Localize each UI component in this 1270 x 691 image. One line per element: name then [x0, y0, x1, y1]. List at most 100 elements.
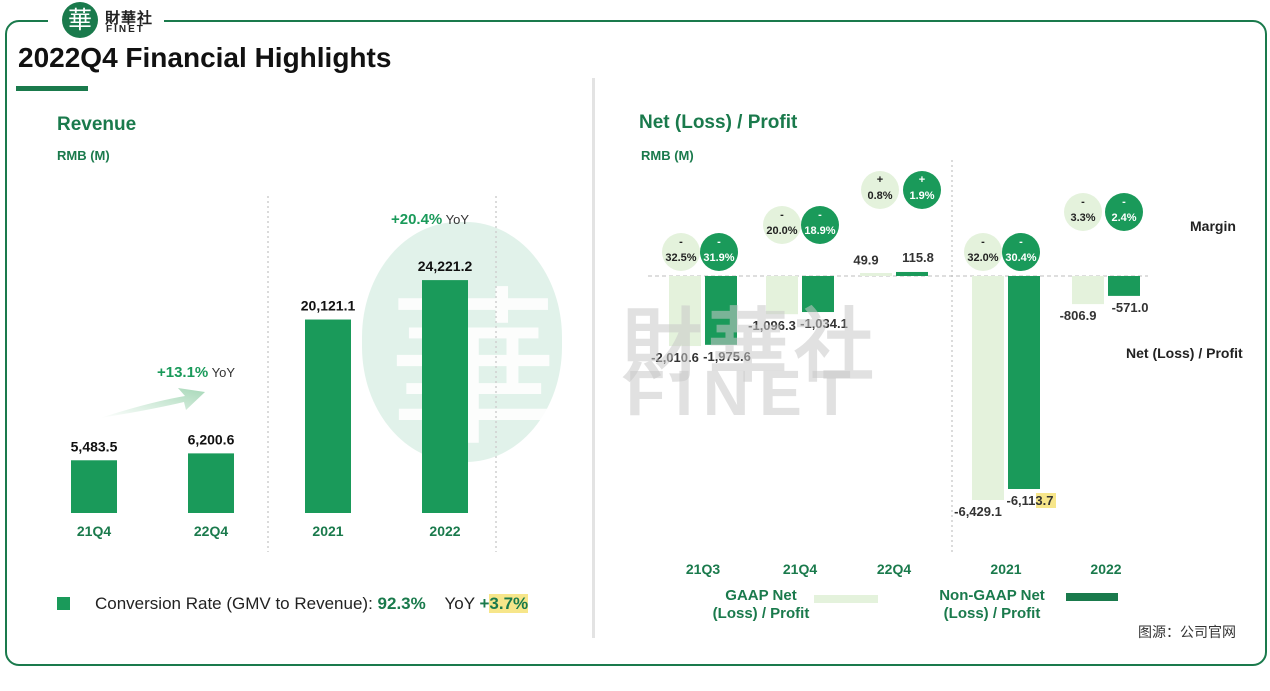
revenue-yoy-annotation-2: +20.4% YoY	[391, 211, 469, 228]
net-title: Net (Loss) / Profit	[639, 112, 798, 133]
revenue-tick-2022: 2022	[429, 523, 460, 539]
finet-logo: 華 財華社 FINET	[48, 0, 164, 44]
net-bar-nongaap-2021	[1008, 276, 1040, 490]
growth-arrow	[100, 388, 205, 418]
net-value-nongaap-21q3: -1,975.6	[703, 349, 751, 364]
net-tick-2022: 2022	[1090, 561, 1121, 577]
margin-value-nongaap-2021: 30.4%	[1005, 252, 1036, 264]
margin-sign-nongaap-22q4: +	[919, 174, 925, 186]
margin-sign-gaap-21q4: -	[780, 209, 784, 221]
net-bar-gaap-2021	[972, 276, 1004, 500]
net-tick-21q3: 21Q3	[686, 561, 720, 577]
margin-bubble-gaap-22q4	[861, 171, 899, 209]
margin-value-nongaap-2022: 2.4%	[1111, 212, 1136, 224]
revenue-yoy-annotation-1: +13.1% YoY	[157, 364, 235, 381]
margin-sign-gaap-21q3: -	[679, 236, 683, 248]
margin-bubble-nongaap-21q3	[700, 233, 738, 271]
revenue-tick-22q4: 22Q4	[194, 523, 228, 539]
legend-nongaap-swatch	[1066, 593, 1118, 601]
conversion-yoy-value: 3.7%	[489, 594, 529, 613]
margin-bubble-gaap-21q4	[763, 206, 801, 244]
logo-chinese-text: 財華社	[105, 10, 154, 27]
conversion-rate-line: Conversion Rate (GMV to Revenue): 92.3% …	[95, 594, 529, 614]
margin-sign-nongaap-2022: -	[1122, 196, 1126, 208]
margin-sign-gaap-2021: -	[981, 236, 985, 248]
revenue-bar-2022	[422, 280, 468, 513]
logo-badge: 華	[62, 2, 98, 38]
revenue-title: Revenue	[57, 114, 137, 135]
net-value-gaap-21q3: -2,010.6	[651, 350, 699, 365]
net-bar-gaap-21q4	[766, 276, 798, 315]
legend-gaap-label: GAAP Net (Loss) / Profit	[706, 587, 816, 623]
net-tick-21q4: 21Q4	[783, 561, 817, 577]
net-tick-22q4: 22Q4	[877, 561, 911, 577]
net-side-label: Net (Loss) / Profit	[1126, 345, 1243, 361]
legend-gaap-swatch	[814, 595, 878, 603]
highlights-frame	[5, 20, 1267, 666]
legend-nongaap-line1: Non-GAAP Net	[939, 587, 1045, 604]
margin-sign-nongaap-21q4: -	[818, 209, 822, 221]
revenue-value-label-2022: 24,221.2	[418, 258, 473, 274]
net-bar-gaap-21q3	[669, 276, 701, 347]
margin-value-gaap-22q4: 0.8%	[867, 190, 892, 202]
revenue-value-label-22q4: 6,200.6	[188, 431, 235, 447]
section-divider	[592, 78, 595, 638]
margin-sign-nongaap-21q3: -	[717, 236, 721, 248]
watermark-glyph: 華	[388, 272, 559, 470]
conversion-rate-value: 92.3%	[377, 594, 426, 613]
net-value-nongaap-2021: -6,113.7	[1007, 493, 1054, 508]
margin-bubble-gaap-21q3	[662, 233, 700, 271]
legend-gaap-line2: (Loss) / Profit	[712, 605, 810, 622]
margin-sign-nongaap-2021: -	[1019, 236, 1023, 248]
net-value-gaap-2021: -6,429.1	[954, 504, 1002, 519]
revenue-value-label-21q4: 5,483.5	[71, 438, 118, 454]
net-value-highlight	[1036, 493, 1056, 509]
net-bar-nongaap-22q4	[896, 271, 928, 276]
net-value-gaap-22q4: 49.9	[853, 252, 878, 267]
revenue-value-label-2021: 20,121.1	[301, 298, 356, 314]
margin-value-gaap-21q4: 20.0%	[766, 225, 797, 237]
net-value-nongaap-2022: -571.0	[1112, 300, 1149, 315]
conversion-yoy-label: YoY	[444, 594, 475, 613]
margin-sign-gaap-22q4: +	[877, 174, 883, 186]
image-source: 图源：公司官网	[1138, 624, 1236, 640]
margin-value-nongaap-21q4: 18.9%	[804, 225, 835, 237]
revenue-bar-2021	[305, 319, 351, 513]
revenue-unit: RMB (M)	[57, 148, 110, 163]
margin-side-label: Margin	[1190, 218, 1236, 234]
legend-nongaap-line2: (Loss) / Profit	[943, 605, 1041, 622]
margin-value-nongaap-21q3: 31.9%	[703, 252, 734, 264]
watermark-en: FINET	[626, 357, 861, 429]
conversion-yoy-sign: +	[479, 594, 490, 613]
net-value-nongaap-22q4: 115.8	[902, 250, 934, 265]
margin-bubble-nongaap-21q4	[801, 206, 839, 244]
margin-bubble-nongaap-22q4	[903, 171, 941, 209]
watermark-cn: 財華社	[622, 302, 880, 391]
margin-bubble-nongaap-2021	[1002, 233, 1040, 271]
revenue-bar-22q4	[188, 453, 234, 513]
net-bar-nongaap-21q3	[705, 276, 737, 345]
net-bar-nongaap-21q4	[802, 276, 834, 313]
net-value-gaap-2022: -806.9	[1060, 308, 1097, 323]
legend-nongaap-label: Non-GAAP Net (Loss) / Profit	[934, 587, 1050, 623]
margin-value-gaap-2021: 32.0%	[967, 252, 998, 264]
margin-bubble-nongaap-2022	[1105, 193, 1143, 231]
margin-value-nongaap-22q4: 1.9%	[909, 190, 934, 202]
revenue-bar-21q4	[71, 460, 117, 513]
net-tick-2021: 2021	[990, 561, 1021, 577]
net-bar-gaap-22q4	[860, 273, 892, 276]
net-value-gaap-21q4: -1,096.3	[748, 318, 796, 333]
logo-english-text: FINET	[106, 24, 145, 35]
net-bar-nongaap-2022	[1108, 276, 1140, 296]
margin-value-gaap-21q3: 32.5%	[665, 252, 696, 264]
title-underline	[16, 86, 88, 91]
conversion-legend-swatch	[57, 597, 70, 610]
margin-value-gaap-2022: 3.3%	[1070, 212, 1095, 224]
margin-sign-gaap-2022: -	[1081, 196, 1085, 208]
revenue-tick-21q4: 21Q4	[77, 523, 111, 539]
conversion-label: Conversion Rate (GMV to Revenue):	[95, 594, 373, 613]
net-value-nongaap-21q4: -1,034.1	[800, 316, 848, 331]
net-bar-gaap-2022	[1072, 276, 1104, 305]
page-title: 2022Q4 Financial Highlights	[18, 42, 392, 73]
